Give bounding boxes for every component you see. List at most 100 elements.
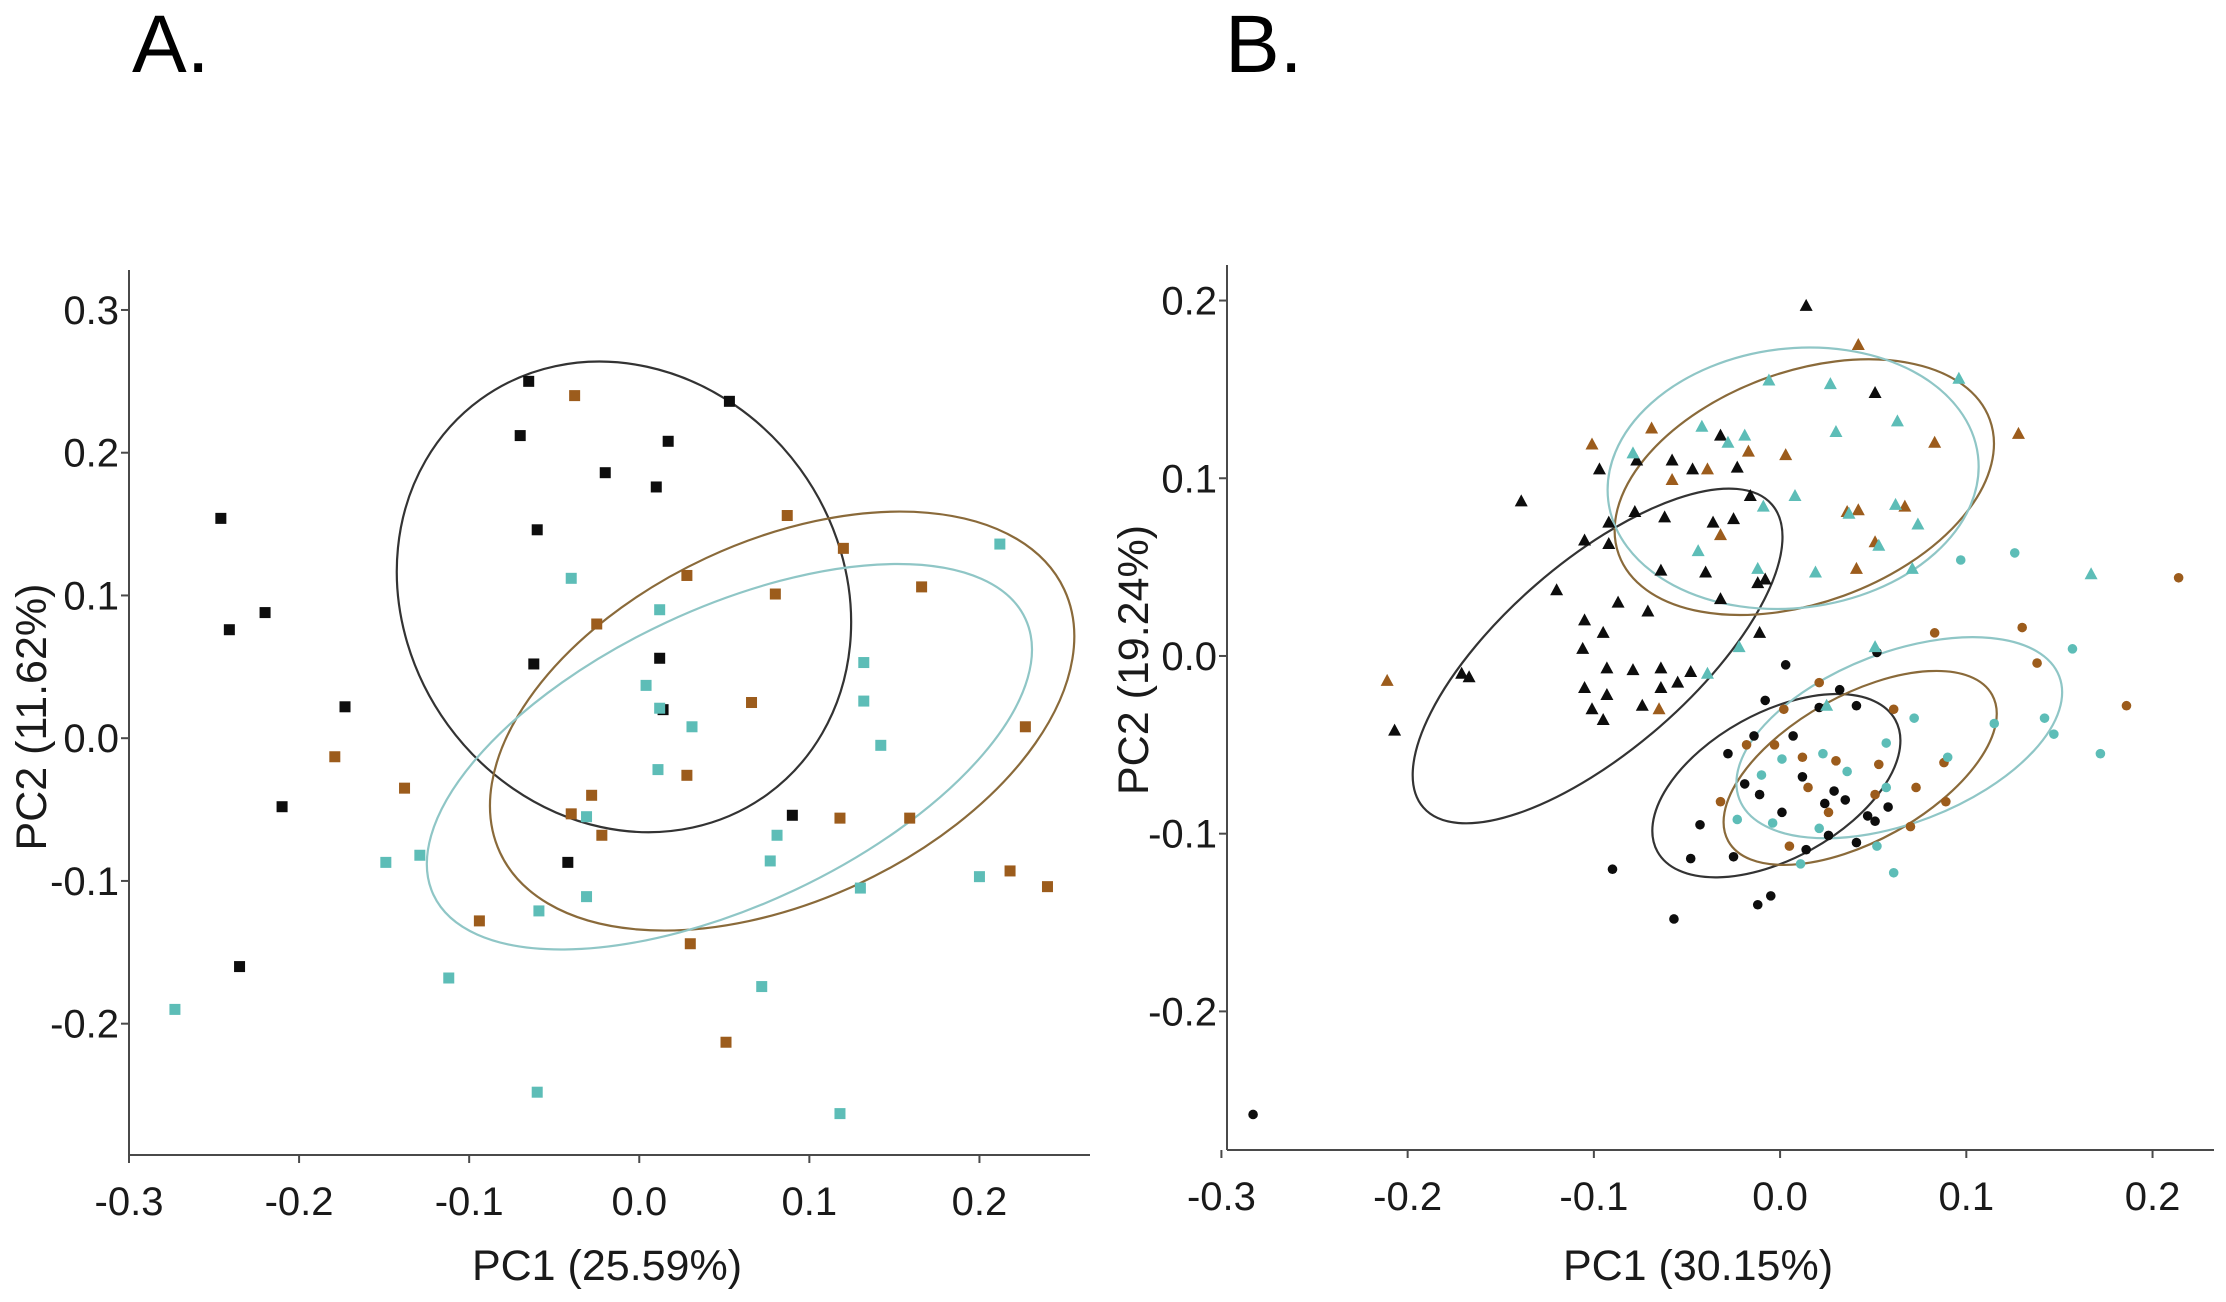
data-point-group3 [858, 657, 870, 669]
data-point-group3-triangle [1732, 640, 1746, 653]
data-point-group3 [771, 829, 783, 841]
data-point-group1-triangle [1751, 576, 1765, 589]
data-point-group1-triangle [1600, 688, 1614, 701]
data-point-group2-triangle [1741, 444, 1755, 457]
data-point-group2-circle [1831, 756, 1841, 766]
data-point-group1-triangle [1686, 462, 1700, 475]
data-point-group2-triangle [1585, 437, 1599, 450]
data-point-group1-circle [1840, 795, 1851, 805]
data-point-group1-triangle [1514, 494, 1528, 507]
x-tick-label-b: -0.2 [1373, 1175, 1442, 1219]
data-point-group3 [533, 905, 545, 917]
x-tick-label-b: 0.1 [1939, 1175, 1995, 1219]
data-point-group1-triangle [1714, 428, 1727, 441]
confidence-ellipse-group3 [1735, 636, 2064, 840]
data-point-group1-triangle [1641, 604, 1655, 617]
data-point-group1-circle [1765, 891, 1776, 901]
data-point-group1-triangle [1665, 453, 1679, 466]
data-point-group2 [769, 588, 781, 600]
data-point-group1-circle [1777, 807, 1787, 818]
data-point-group3-triangle [1788, 489, 1802, 502]
data-point-group3-circle [1767, 818, 1778, 828]
data-point-group1-circle [1749, 731, 1759, 741]
confidence-ellipse-group1 [1651, 692, 1902, 879]
x-axis-label-b: PC1 (30.15%) [1563, 1242, 1833, 1290]
data-point-group3 [565, 572, 577, 584]
data-point-group1-circle [1695, 819, 1705, 830]
data-point-group2 [591, 618, 603, 630]
data-point-group2-triangle [1380, 673, 1394, 686]
data-point-group1-triangle [1714, 592, 1727, 605]
data-point-group1-triangle [1602, 515, 1616, 528]
data-point-group2 [1019, 721, 1031, 733]
data-point-group3-triangle [1691, 544, 1705, 557]
data-point-group2-triangle [1652, 702, 1666, 715]
data-point-group2-triangle [1849, 561, 1863, 574]
x-axis-label-a: PC1 (25.59%) [472, 1242, 742, 1290]
data-point-group1-triangle [1628, 505, 1642, 518]
data-point-group1-circle [1723, 748, 1733, 759]
data-point-group1-triangle [1799, 298, 1813, 311]
data-point-group1-circle [1780, 660, 1791, 670]
data-point-group1-triangle [1699, 565, 1713, 578]
y-tick-label-b: 0.2 [1161, 280, 1217, 324]
data-point-group2 [684, 938, 696, 950]
data-point-group1-triangle [1753, 625, 1767, 638]
data-point-group3-triangle [1868, 640, 1882, 653]
data-point-group1-triangle [1758, 572, 1772, 585]
data-point-group2 [834, 812, 846, 824]
data-point-group2-circle [1797, 752, 1808, 763]
data-point-group3 [854, 882, 866, 894]
data-point-group3-circle [1795, 859, 1806, 869]
data-point-group2-triangle [1700, 462, 1714, 475]
data-point-group1-circle [1728, 851, 1739, 862]
data-point-group1-circle [1870, 816, 1880, 827]
data-point-group1-triangle [1868, 385, 1882, 398]
data-point-group2 [781, 510, 793, 522]
data-point-group3-triangle [1823, 377, 1837, 390]
data-point-group2-circle [1905, 821, 1916, 832]
data-point-group2-circle [1929, 628, 1940, 638]
y-tick-label-a: 0.3 [63, 289, 119, 333]
x-tick-label-a: -0.3 [95, 1180, 164, 1224]
data-point-group2-circle [2173, 572, 2184, 583]
panel-label-a: A. [132, 0, 209, 90]
panel-label-b: B. [1225, 0, 1302, 90]
data-point-group2-circle [1870, 789, 1880, 800]
data-point-group1-triangle [1684, 664, 1698, 677]
data-point-group3-triangle [1626, 446, 1640, 459]
data-point-group1-circle [1834, 684, 1845, 695]
data-point-group1 [654, 652, 666, 664]
data-point-group3 [764, 855, 776, 867]
data-point-group1-triangle [1592, 462, 1606, 475]
data-point-group2-circle [1873, 759, 1884, 770]
scatter-plot-a: -0.3 -0.2 -0.1 0.0 0.1 0.2 0.3 0.2 0.1 0.0 -0.1 -0.… [50, 270, 1090, 1224]
y-tick-label-a: 0.2 [63, 432, 119, 476]
data-point-group2 [837, 542, 849, 554]
data-point-group3-circle [1842, 766, 1852, 777]
confidence-ellipse-group2 [1613, 358, 1996, 617]
data-point-group2-triangle [1851, 503, 1865, 516]
data-point-group3-circle [2039, 713, 2050, 723]
data-point-group3-circle [2009, 548, 2020, 558]
data-point-group1-circle [1797, 772, 1808, 782]
data-point-group1 [650, 481, 662, 493]
data-point-group2 [1041, 881, 1053, 893]
x-tick-label-a: -0.2 [265, 1180, 334, 1224]
data-point-group3 [443, 972, 455, 984]
data-point-group3-circle [1777, 754, 1787, 764]
data-point-group1-circle [1760, 695, 1770, 706]
y-tick-label-a: -0.1 [50, 860, 119, 904]
data-point-group3 [414, 849, 426, 861]
data-point-group1-triangle [1654, 661, 1668, 674]
data-point-group2 [596, 829, 608, 841]
data-point-group1-circle [1851, 700, 1862, 711]
data-point-group1-circle [1739, 779, 1750, 789]
data-point-group3 [756, 981, 768, 993]
data-point-group2 [1004, 865, 1016, 877]
data-point-group3-triangle [1700, 666, 1714, 679]
data-point-group1-triangle [1596, 625, 1610, 638]
data-point-group3-triangle [1872, 538, 1886, 551]
data-point-group1-circle [1685, 853, 1696, 864]
